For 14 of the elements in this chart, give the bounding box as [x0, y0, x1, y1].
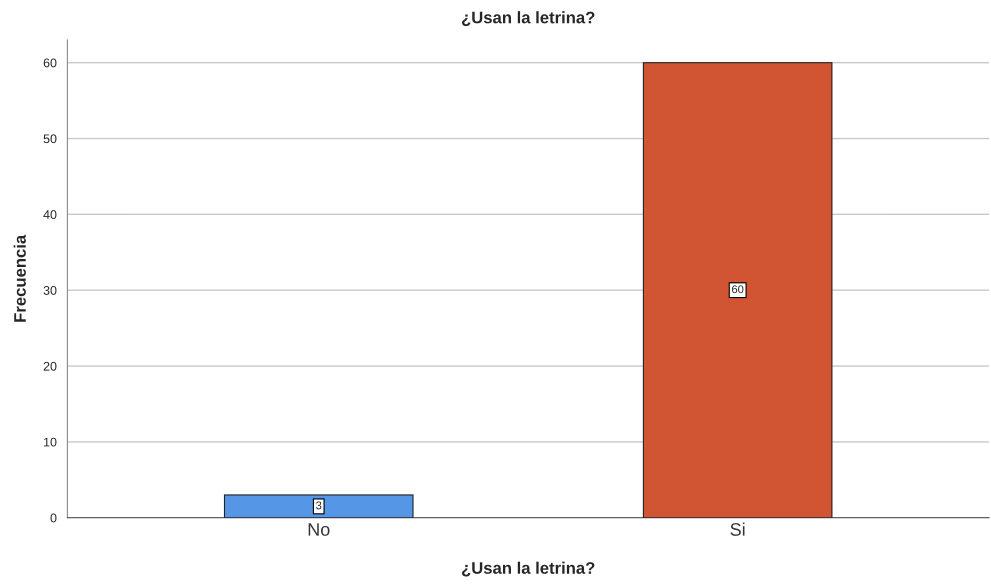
y-tick-label: 50 — [44, 134, 56, 144]
y-tick-label: 10 — [44, 438, 56, 447]
chart-title: ¿Usan la letrina? — [462, 11, 594, 26]
y-tick-label: 60 — [44, 58, 56, 68]
x-axis-title: ¿Usan la letrina? — [462, 562, 594, 577]
y-tick-label: 30 — [44, 286, 56, 295]
x-tick-label: No — [308, 523, 330, 536]
y-tick-label: 0 — [50, 514, 56, 522]
data-label: 60 — [732, 285, 744, 294]
x-tick-label: Si — [730, 522, 744, 536]
data-label: 3 — [316, 501, 322, 510]
y-axis-title: Frecuencia — [14, 234, 26, 322]
y-tick-label: 40 — [43, 210, 56, 220]
y-tick-label: 20 — [44, 362, 56, 371]
